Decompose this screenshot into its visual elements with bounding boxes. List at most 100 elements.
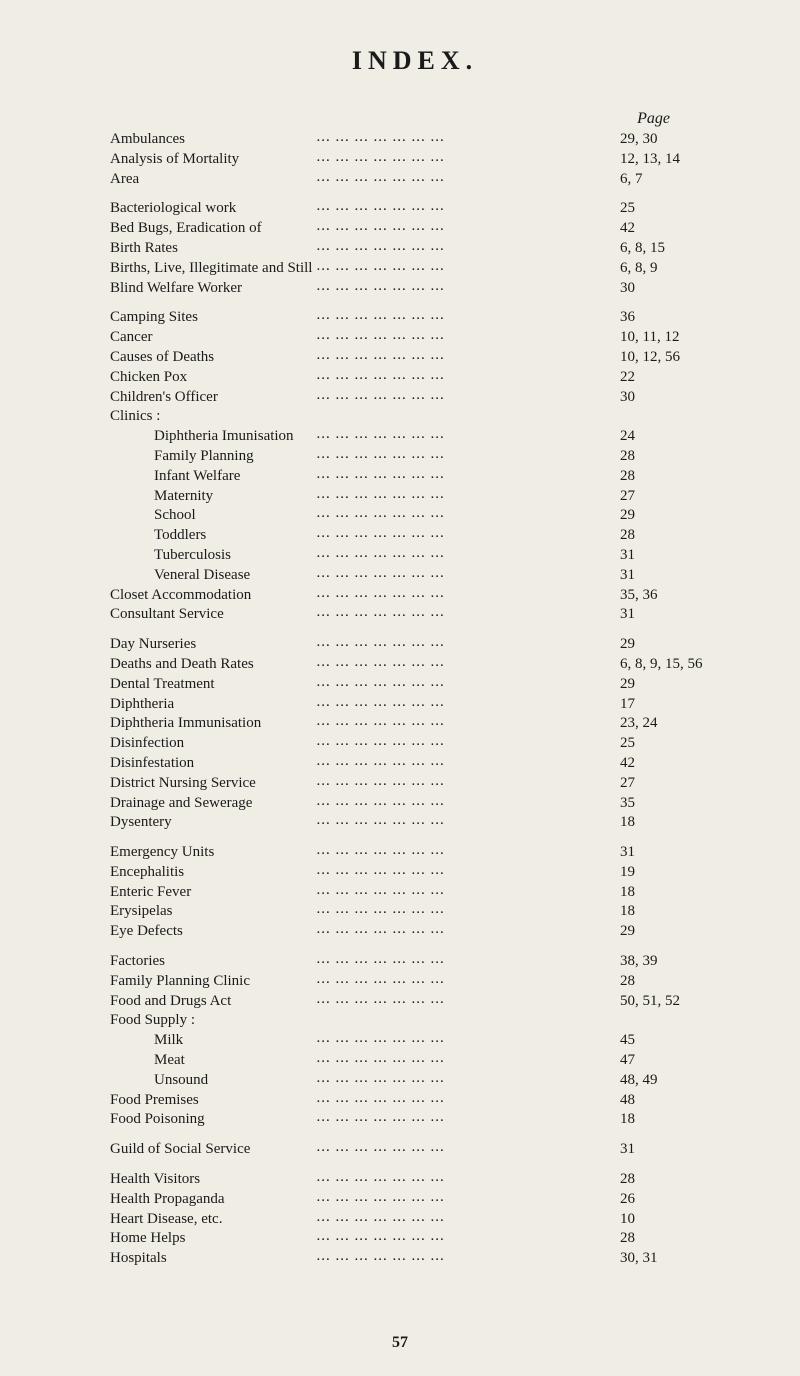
index-entry-label: Cancer bbox=[110, 328, 316, 348]
index-entry-pages: 28 bbox=[606, 1170, 720, 1190]
index-entry-label: Food Premises bbox=[110, 1091, 316, 1111]
index-entry-label: Area bbox=[110, 170, 316, 190]
index-entry-label: Unsound bbox=[110, 1071, 316, 1091]
page-column-header: Page bbox=[110, 110, 720, 128]
index-entry-pages: 18 bbox=[606, 902, 720, 922]
index-entry-pages: 10, 11, 12 bbox=[606, 328, 720, 348]
leader-dots bbox=[316, 1110, 606, 1130]
index-entry-label: Guild of Social Service bbox=[110, 1140, 316, 1160]
index-entry-pages: 50, 51, 52 bbox=[606, 992, 720, 1012]
index-entry-pages: 29, 30 bbox=[606, 130, 720, 150]
index-entry-pages: 24 bbox=[606, 427, 720, 447]
index-entry-label: Consultant Service bbox=[110, 605, 316, 625]
index-entry-pages: 36 bbox=[606, 308, 720, 328]
index-entry-label: Disinfection bbox=[110, 734, 316, 754]
index-entry-label: Diphtheria Immunisation bbox=[110, 714, 316, 734]
index-entry-pages: 23, 24 bbox=[606, 714, 720, 734]
index-entry-label: Chicken Pox bbox=[110, 368, 316, 388]
index-entry-label: Encephalitis bbox=[110, 863, 316, 883]
leader-dots bbox=[316, 605, 606, 625]
page-number: 57 bbox=[0, 1334, 800, 1352]
index-entry-pages: 17 bbox=[606, 695, 720, 715]
index-entry-label: Veneral Disease bbox=[110, 566, 316, 586]
index-entry-label: Family Planning Clinic bbox=[110, 972, 316, 992]
index-entry-label: Health Visitors bbox=[110, 1170, 316, 1190]
index-entry-pages: 42 bbox=[606, 219, 720, 239]
leader-dots bbox=[316, 1140, 606, 1160]
index-entry-pages: 26 bbox=[606, 1190, 720, 1210]
index-entry-pages: 29 bbox=[606, 506, 720, 526]
index-entry-label: Enteric Fever bbox=[110, 883, 316, 903]
index-entry-pages: 35, 36 bbox=[606, 586, 720, 606]
index-entry-label: Infant Welfare bbox=[110, 467, 316, 487]
index-entry-pages: 6, 8, 15 bbox=[606, 239, 720, 259]
leader-dots bbox=[316, 170, 606, 190]
leader-dots bbox=[316, 813, 606, 833]
index-entry-label: Food Poisoning bbox=[110, 1110, 316, 1130]
index-entry-label: Dental Treatment bbox=[110, 675, 316, 695]
index-row: Food and Drugs Act 50, 51, 52 bbox=[110, 992, 720, 1012]
index-entry-label: Drainage and Sewerage bbox=[110, 794, 316, 814]
index-entry-label: Causes of Deaths bbox=[110, 348, 316, 368]
index-entry-pages: 18 bbox=[606, 1110, 720, 1130]
index-row: Food Poisoning 18 bbox=[110, 1110, 720, 1130]
index-entry-label: Disinfestation bbox=[110, 754, 316, 774]
index-entry-label: Tuberculosis bbox=[110, 546, 316, 566]
index-entry-pages: 31 bbox=[606, 843, 720, 863]
leader-dots bbox=[316, 1249, 606, 1269]
index-row: Dysentery18 bbox=[110, 813, 720, 833]
document-page: INDEX. Page Ambulances29, 30Analysis of … bbox=[0, 0, 800, 1376]
index-entry-pages: 28 bbox=[606, 526, 720, 546]
index-entry-pages: 29 bbox=[606, 675, 720, 695]
index-entry-label: Ambulances bbox=[110, 130, 316, 150]
index-entry-label: Health Propaganda bbox=[110, 1190, 316, 1210]
index-entry-pages: 31 bbox=[606, 566, 720, 586]
index-entry-label: Family Planning bbox=[110, 447, 316, 467]
index-entry-label: District Nursing Service bbox=[110, 774, 316, 794]
index-entry-label: Analysis of Mortality bbox=[110, 150, 316, 170]
index-entry-label: Camping Sites bbox=[110, 308, 316, 328]
index-table: Ambulances29, 30Analysis of Mortality12,… bbox=[110, 130, 720, 1269]
index-entry-pages: 42 bbox=[606, 754, 720, 774]
index-entry-pages: 22 bbox=[606, 368, 720, 388]
index-entry-pages: 29 bbox=[606, 922, 720, 942]
index-entry-pages bbox=[606, 407, 720, 427]
index-entry-pages: 38, 39 bbox=[606, 952, 720, 972]
index-entry-label: Birth Rates bbox=[110, 239, 316, 259]
index-entry-pages: 28 bbox=[606, 972, 720, 992]
index-entry-label: Food Supply : bbox=[110, 1011, 316, 1031]
index-entry-pages: 31 bbox=[606, 546, 720, 566]
index-entry-pages: 10 bbox=[606, 1210, 720, 1230]
index-row: Eye Defects29 bbox=[110, 922, 720, 942]
index-entry-pages: 25 bbox=[606, 734, 720, 754]
index-entry-pages: 6, 7 bbox=[606, 170, 720, 190]
index-entry-pages: 19 bbox=[606, 863, 720, 883]
index-entry-label: Hospitals bbox=[110, 1249, 316, 1269]
index-entry-label: Closet Accommodation bbox=[110, 586, 316, 606]
index-entry-pages bbox=[606, 1011, 720, 1031]
index-entry-label: Erysipelas bbox=[110, 902, 316, 922]
index-entry-label: Bed Bugs, Eradication of bbox=[110, 219, 316, 239]
index-entry-label: Factories bbox=[110, 952, 316, 972]
index-entry-pages: 45 bbox=[606, 1031, 720, 1051]
index-entry-label: Food and Drugs Act bbox=[110, 992, 316, 1012]
index-entry-pages: 27 bbox=[606, 774, 720, 794]
leader-dots bbox=[316, 279, 606, 299]
index-entry-label: Dysentery bbox=[110, 813, 316, 833]
index-entry-pages: 30 bbox=[606, 279, 720, 299]
index-entry-label: Children's Officer bbox=[110, 388, 316, 408]
index-entry-pages: 48 bbox=[606, 1091, 720, 1111]
index-entry-label: Bacteriological work bbox=[110, 199, 316, 219]
index-row: Consultant Service31 bbox=[110, 605, 720, 625]
index-row: Guild of Social Service31 bbox=[110, 1140, 720, 1160]
index-entry-pages: 10, 12, 56 bbox=[606, 348, 720, 368]
index-entry-pages: 18 bbox=[606, 883, 720, 903]
index-entry-pages: 30, 31 bbox=[606, 1249, 720, 1269]
index-entry-pages: 28 bbox=[606, 1229, 720, 1249]
index-row: Area 6, 7 bbox=[110, 170, 720, 190]
index-entry-label: Clinics : bbox=[110, 407, 316, 427]
leader-dots bbox=[316, 922, 606, 942]
index-entry-pages: 48, 49 bbox=[606, 1071, 720, 1091]
index-entry-pages: 35 bbox=[606, 794, 720, 814]
index-entry-label: Emergency Units bbox=[110, 843, 316, 863]
